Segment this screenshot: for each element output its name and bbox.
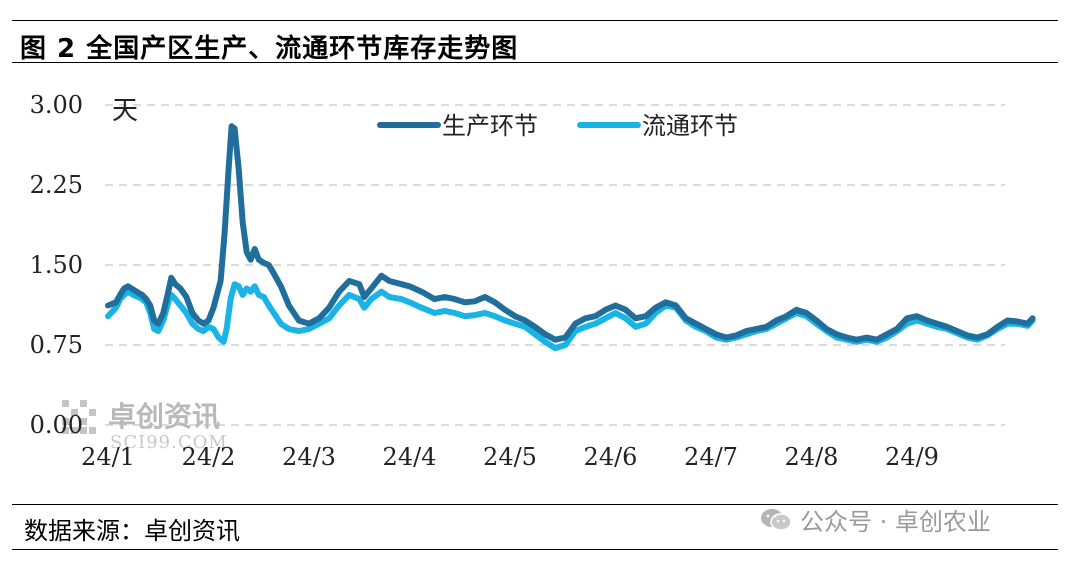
corner-watermark-text: 公众号 · 卓创农业 (800, 508, 991, 536)
watermark-logo-cell (80, 418, 87, 425)
x-tick-label: 24/3 (282, 443, 336, 471)
watermark-logo-cell (62, 427, 69, 434)
x-tick-label: 24/9 (885, 443, 939, 471)
legend-label-1: 流通环节 (642, 112, 738, 140)
y-tick-label: 0.75 (30, 331, 83, 359)
watermark-logo-cell (80, 400, 87, 407)
top-rule (12, 20, 1058, 21)
watermark-logo-cell (89, 409, 96, 416)
watermark-logo-cell (89, 427, 96, 434)
chart-series (105, 123, 1036, 352)
y-tick-label: 1.50 (30, 251, 83, 279)
x-tick-label: 24/6 (584, 443, 638, 471)
x-tick-label: 24/8 (785, 443, 839, 471)
title-rule (12, 62, 1058, 63)
y-axis: 0.00 0.75 1.50 2.25 3.00 (30, 91, 83, 439)
x-tick-label: 24/1 (81, 443, 135, 471)
watermark-logo-cell (71, 427, 78, 434)
x-tick-label: 24/4 (383, 443, 437, 471)
x-axis: 24/1 24/2 24/3 24/4 24/5 24/6 24/7 24/8 24/9 (81, 443, 939, 471)
wechat-icon (761, 508, 792, 531)
chart-legend: 生产环节 流通环节 (377, 112, 738, 140)
watermark-logo-cell (62, 400, 69, 407)
y-tick-label: 0.00 (30, 411, 83, 439)
y-tick-label: 3.00 (30, 91, 83, 119)
watermark-subtext: SCI99.COM (110, 432, 228, 453)
legend-label-0: 生产环节 (442, 112, 538, 140)
footer-rule (12, 549, 1058, 550)
y-tick-label: 2.25 (30, 171, 83, 199)
x-tick-label: 24/2 (182, 443, 236, 471)
series-line-1 (105, 281, 1036, 352)
watermark-logo-cell (62, 418, 69, 425)
figure-title: 图 2 全国产区生产、流通环节库存走势图 (20, 34, 519, 64)
bottom-rule (12, 504, 1058, 505)
watermark-text: 卓创资讯 (108, 400, 220, 433)
x-tick-label: 24/7 (684, 443, 738, 471)
watermark-logo-cell (80, 427, 87, 434)
data-source: 数据来源：卓创资讯 (24, 517, 240, 545)
series-line-0 (105, 123, 1036, 343)
corner-watermark: 公众号 · 卓创农业 (760, 502, 991, 537)
watermark-logo-cell (71, 409, 78, 416)
x-tick-label: 24/5 (483, 443, 537, 471)
y-unit-label: 天 (112, 96, 138, 126)
